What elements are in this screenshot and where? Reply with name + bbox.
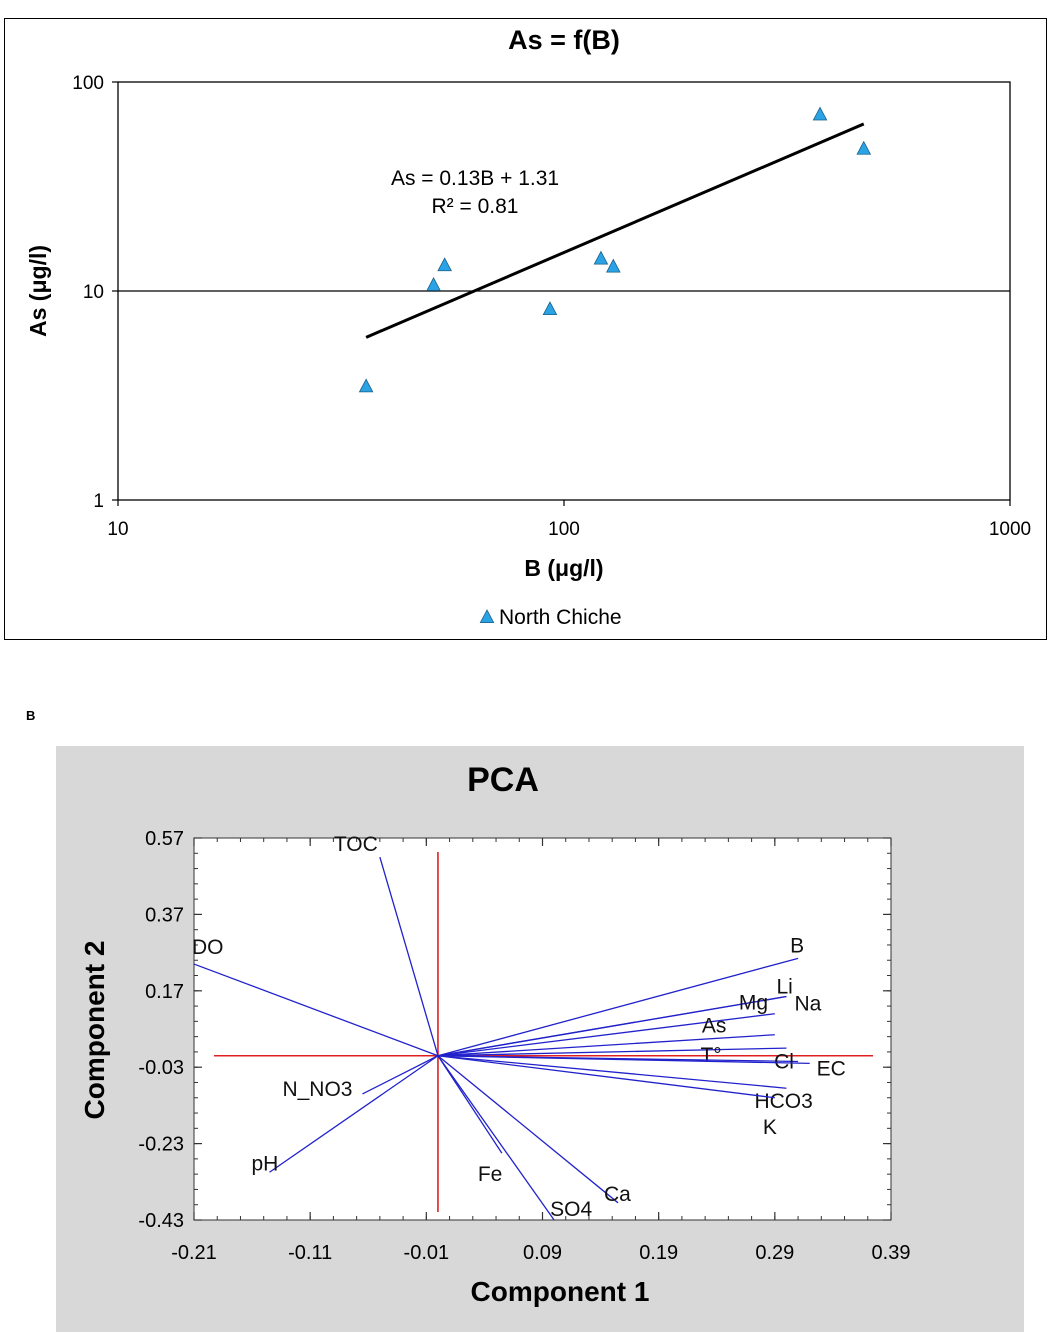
x-tick-label: 1000: [989, 519, 1031, 540]
data-point: [426, 277, 441, 291]
data-point: [593, 250, 609, 265]
y-tick-label: -0.43: [138, 1210, 184, 1232]
vector-label: Ca: [604, 1183, 631, 1206]
loading-vector: [437, 995, 787, 1057]
trendline-r2: R² = 0.81: [432, 195, 519, 218]
y-tick-label: 100: [72, 73, 104, 94]
loading-vector: [269, 1055, 439, 1173]
plot-area: [193, 837, 892, 1221]
legend-marker: [479, 609, 495, 623]
loading-vector: [437, 1055, 619, 1204]
x-tick-label: -0.11: [288, 1242, 332, 1264]
loading-vector: [437, 1055, 787, 1089]
legend-label: North Chiche: [499, 606, 622, 629]
x-tick-label: -0.01: [404, 1242, 450, 1264]
data-point: [358, 378, 374, 393]
pca-biplot: PCA -0.21 -0.11 -0.01 0.09 0.19 0.29 0.39 0.57 0.…: [79, 761, 911, 1307]
trendline-equation: As = 0.13B + 1.31: [391, 167, 559, 190]
vector-label: T°: [700, 1044, 721, 1067]
loading-vector: [437, 1034, 775, 1057]
loading-vector: [437, 1047, 787, 1057]
vector-label: Na: [794, 993, 821, 1016]
vector-label: Mg: [739, 992, 768, 1015]
chart-title: PCA: [467, 761, 539, 799]
vector-label: Fe: [478, 1163, 503, 1186]
vector-label: B: [790, 934, 804, 957]
vector-label: Li: [776, 976, 792, 999]
scatter-chart-panel: As = f(B) 10 100 1000 1 10 100 B (μg/l) As (μg/l…: [4, 18, 1047, 640]
data-point: [437, 257, 452, 272]
loading-vector: [437, 1013, 775, 1057]
loading-vector: [193, 963, 439, 1057]
vector-label: pH: [252, 1152, 279, 1175]
y-tick-label: -0.23: [138, 1134, 184, 1156]
vector-label: TOC: [334, 833, 378, 856]
vector-label: HCO3: [754, 1090, 812, 1113]
x-axis-label: B (μg/l): [524, 555, 603, 581]
y-tick-label: -0.03: [138, 1057, 184, 1079]
trendline: [365, 122, 865, 339]
x-tick-label: 0.19: [639, 1242, 678, 1264]
y-tick-label: 0.17: [145, 981, 184, 1003]
x-tick-label: 10: [107, 519, 128, 540]
vector-label: DO: [192, 936, 224, 959]
loading-vector: [437, 957, 799, 1057]
loading-vector: [362, 1055, 439, 1095]
y-tick-label: 0.37: [145, 904, 184, 926]
data-point: [812, 106, 828, 121]
vector-label: EC: [817, 1057, 846, 1080]
vector-label: SO4: [550, 1198, 592, 1221]
loading-vector: [437, 1055, 555, 1221]
chart-title: As = f(B): [508, 25, 620, 55]
pca-chart-panel: PCA -0.21 -0.11 -0.01 0.09 0.19 0.29 0.39 0.57 0.…: [56, 746, 1024, 1332]
loading-vector: [437, 1055, 810, 1065]
loading-vector: [437, 1055, 503, 1154]
data-point: [606, 258, 621, 273]
y-tick-label: 10: [83, 282, 104, 303]
x-tick-label: 0.29: [755, 1242, 794, 1264]
panel-b-label: B: [26, 708, 36, 723]
vector-label: N_NO3: [282, 1078, 352, 1101]
vector-label: K: [763, 1116, 777, 1139]
data-point: [856, 140, 872, 155]
vector-label: As: [702, 1015, 727, 1038]
x-tick-label: 100: [548, 519, 580, 540]
x-tick-label: -0.21: [171, 1242, 217, 1264]
data-point: [542, 301, 558, 316]
y-tick-label: 0.57: [145, 828, 184, 850]
x-tick-label: 0.39: [872, 1242, 911, 1264]
y-axis-label: As (μg/l): [25, 245, 51, 337]
loading-vector: [437, 1055, 775, 1099]
x-tick-label: 0.09: [523, 1242, 562, 1264]
y-axis-label: Component 2: [79, 941, 110, 1120]
loading-vector: [379, 856, 439, 1056]
y-tick-label: 1: [93, 491, 104, 512]
x-axis-label: Component 1: [471, 1276, 650, 1307]
vector-label: Cl: [774, 1050, 794, 1073]
